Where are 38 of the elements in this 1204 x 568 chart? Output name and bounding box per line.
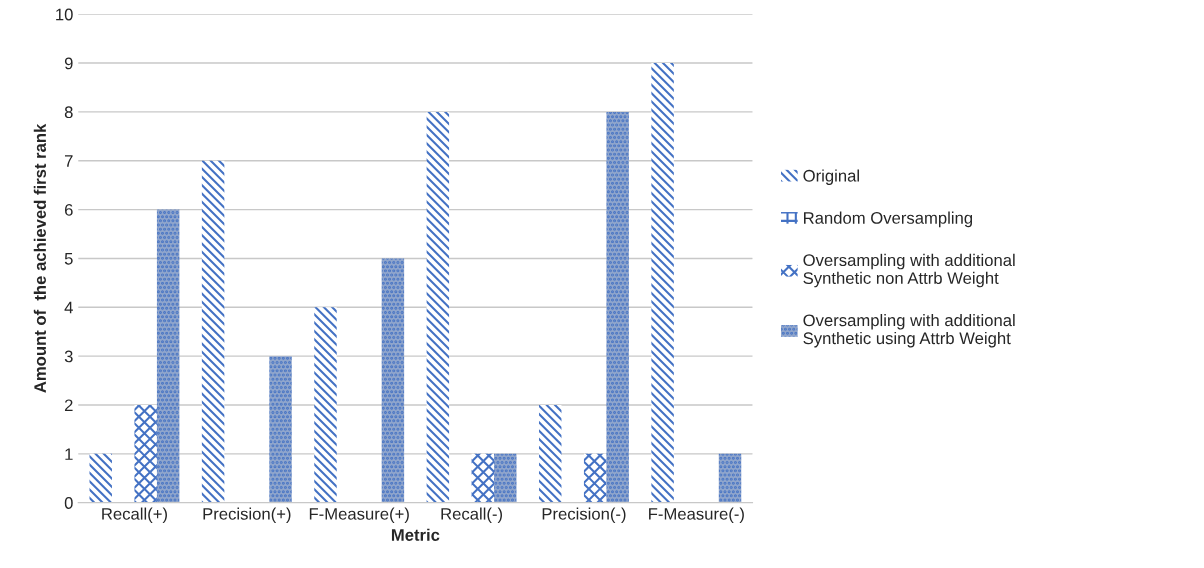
y-tick-label: 0: [64, 497, 73, 509]
legend-label: Random Oversampling: [804, 211, 973, 228]
x-tick-label: Recall(-): [441, 507, 503, 524]
y-tick-label: 3: [64, 350, 73, 363]
bar: [494, 453, 517, 503]
legend-label: Original: [803, 169, 859, 185]
bar: [471, 453, 495, 503]
bar: [718, 453, 742, 503]
y-tick-label: 8: [64, 106, 73, 119]
x-tick-label: Precision(+): [203, 507, 291, 524]
bar: [201, 160, 225, 503]
y-axis-title: Amount of the achieved first rank: [33, 123, 47, 393]
bar: [134, 404, 157, 503]
bar: [269, 356, 292, 503]
x-axis-title: Metric: [391, 528, 440, 541]
x-tick-label: F-Measure(+): [309, 507, 409, 524]
x-tick-label: Recall(+): [102, 507, 167, 524]
legend-label: Oversampling with additional Synthetic using Attrb Weight: [803, 313, 1015, 348]
bar: [651, 63, 674, 503]
y-tick-label: 10: [56, 8, 73, 21]
y-tick-label: 2: [64, 399, 73, 412]
y-tick-label: 5: [64, 253, 73, 265]
y-tick-label: 6: [64, 203, 73, 216]
bar: [606, 111, 629, 503]
y-tick-label: 1: [65, 448, 73, 460]
y-tick-label: 4: [64, 301, 73, 314]
x-tick-label: F-Measure(-): [649, 507, 744, 524]
bar: [583, 453, 607, 503]
bar: [381, 258, 405, 503]
bar: [538, 404, 562, 503]
bar: [89, 453, 112, 503]
y-tick-label: 7: [64, 155, 73, 167]
bar: [156, 209, 180, 503]
x-tick-label: Precision(-): [542, 507, 626, 524]
legend-label: Oversampling with additional Synthetic non Attrb Weight: [803, 253, 1015, 288]
bar: [426, 111, 450, 503]
bar: [314, 307, 337, 503]
y-tick-label: 9: [64, 57, 73, 70]
